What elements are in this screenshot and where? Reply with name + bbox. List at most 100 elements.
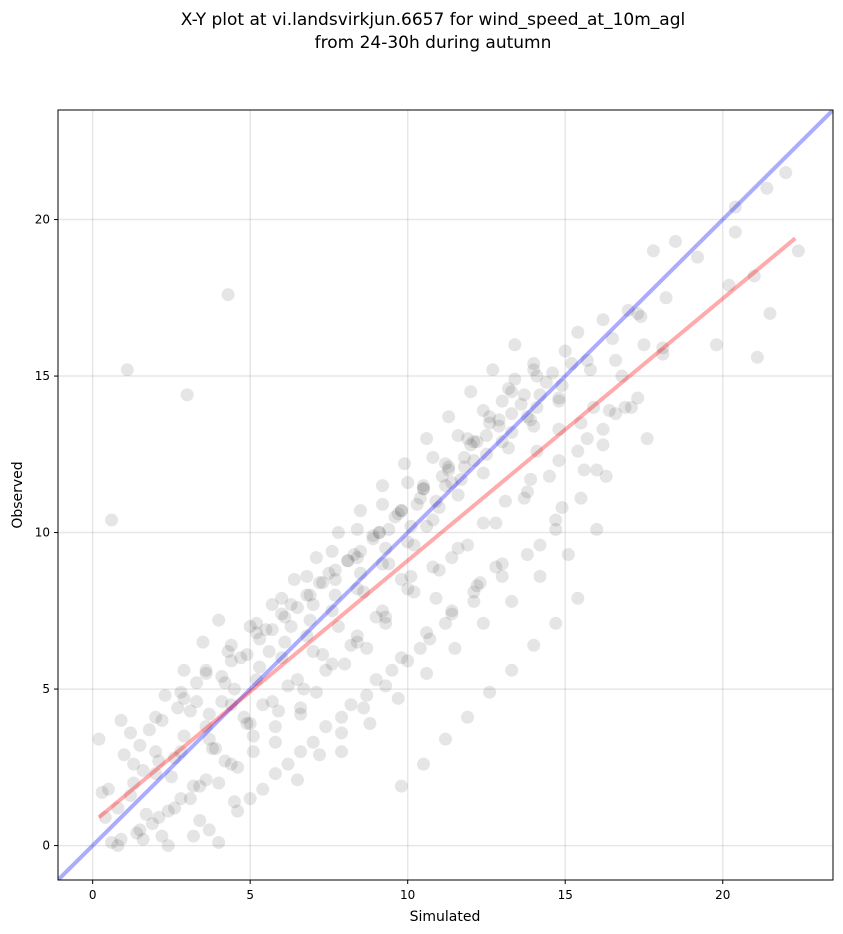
data-point [420,432,434,446]
data-point [350,635,364,649]
data-point [448,641,462,655]
data-point [190,695,204,709]
data-point [489,516,503,530]
data-point [464,385,478,399]
data-point [347,547,361,561]
data-point [461,710,475,724]
data-point [618,400,632,414]
data-point [335,745,349,759]
data-point [394,779,408,793]
data-point [791,244,805,258]
data-point [111,801,125,815]
data-point [394,504,408,518]
data-point [524,413,538,427]
data-point [341,554,355,568]
data-point [445,604,459,618]
data-point [328,588,342,602]
data-point [227,795,241,809]
data-point [300,569,314,583]
data-point [146,817,160,831]
plot-area-frame [57,109,834,881]
data-point [426,513,440,527]
data-point [492,413,506,427]
data-point [177,691,191,705]
data-point [249,616,263,630]
data-point [426,450,440,464]
data-point [253,660,267,674]
data-point [520,410,534,424]
data-point [442,460,456,474]
data-point [227,682,241,696]
data-point [416,757,430,771]
data-point [174,685,188,699]
data-point [728,225,742,239]
data-point [306,598,320,612]
data-point [379,679,393,693]
data-point [372,526,386,540]
chart-title-line-1: X-Y plot at vi.landsvirkjun.6657 for win… [181,10,685,30]
data-point [596,438,610,452]
gridlines [58,110,833,880]
data-point [508,338,522,352]
data-point [149,745,163,759]
data-point [249,626,263,640]
data-point [445,607,459,621]
data-point [432,563,446,577]
data-point [467,454,481,468]
data-point [461,538,475,552]
data-point [120,363,134,377]
data-point [435,469,449,483]
data-point [350,582,364,596]
data-point [168,801,182,815]
data-point [243,792,257,806]
data-point [224,757,238,771]
data-point [353,544,367,558]
data-point [416,482,430,496]
data-point [294,745,308,759]
data-point [325,657,339,671]
data-points [92,166,805,853]
data-point [514,397,528,411]
data-point [259,623,273,637]
data-point [750,350,764,364]
data-point [196,635,210,649]
data-point [467,435,481,449]
data-point [574,416,588,430]
data-point [549,616,563,630]
data-point [379,541,393,555]
trend-lines [58,110,833,880]
data-point [505,663,519,677]
data-point [420,666,434,680]
data-point [212,835,226,849]
data-point [385,663,399,677]
data-point [202,823,216,837]
data-point [281,679,295,693]
data-point [231,804,245,818]
data-point [256,698,270,712]
data-point [467,585,481,599]
data-point [379,616,393,630]
data-point [451,429,465,443]
data-point [177,729,191,743]
data-point [136,832,150,846]
data-point [335,710,349,724]
data-point [659,291,673,305]
data-point [224,698,238,712]
data-point [542,469,556,483]
data-point [476,403,490,417]
data-point [161,804,175,818]
x-tick-label-0: 0 [89,888,97,902]
data-point [278,635,292,649]
data-point [517,491,531,505]
data-point [571,444,585,458]
data-point [139,807,153,821]
data-point [149,767,163,781]
data-point [375,479,389,493]
data-point [268,720,282,734]
data-point [256,782,270,796]
data-point [420,519,434,533]
data-point [199,663,213,677]
data-point [631,391,645,405]
data-point [136,763,150,777]
data-point [483,416,497,430]
